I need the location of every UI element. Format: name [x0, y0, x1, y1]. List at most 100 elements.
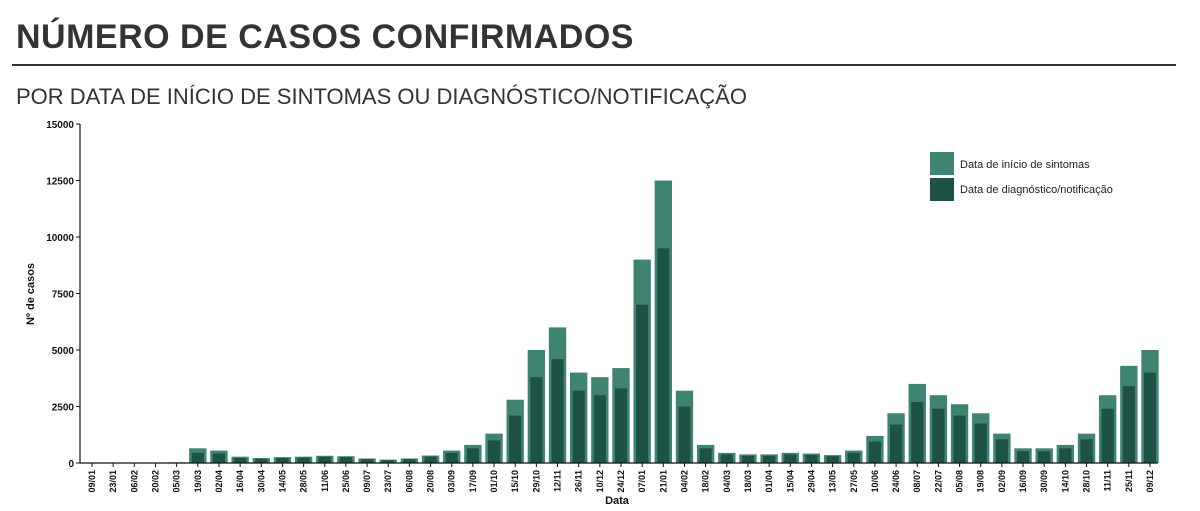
- y-axis-label: Nº de casos: [25, 263, 37, 325]
- bar-diagnosis-01/10: [487, 440, 501, 463]
- x-tick-label-04/03: 04/03: [722, 470, 732, 493]
- x-tick-label-09/01: 09/01: [87, 470, 97, 493]
- x-tick-label-01/10: 01/10: [489, 470, 499, 493]
- y-tick-label-10000: 10000: [46, 233, 74, 244]
- bar-diagnosis-20/08: [424, 456, 437, 463]
- x-tick-label-23/07: 23/07: [383, 470, 393, 493]
- bar-diagnosis-02/09: [995, 439, 1008, 463]
- legend: Data de início de sintomas Data de diagn…: [930, 152, 1113, 201]
- x-tick-label-05/08: 05/08: [955, 470, 965, 493]
- bar-diagnosis-19/03: [191, 452, 204, 463]
- bar-diagnosis-18/02: [699, 448, 712, 463]
- legend-swatch-diagnosis: [930, 178, 954, 201]
- x-tick-label-30/09: 30/09: [1039, 470, 1049, 493]
- y-tick-label-5000: 5000: [52, 346, 75, 357]
- x-tick-label-07/01: 07/01: [637, 470, 647, 493]
- x-tick-label-15/10: 15/10: [510, 470, 520, 493]
- bar-diagnosis-13/05: [826, 456, 839, 463]
- y-tick-label-12500: 12500: [46, 177, 74, 188]
- bar-diagnosis-15/10: [509, 415, 522, 463]
- bar-diagnosis-28/10: [1080, 439, 1093, 463]
- x-tick-label-13/05: 13/05: [828, 470, 838, 493]
- bar-diagnosis-29/04: [805, 455, 818, 463]
- x-tick-label-26/11: 26/11: [574, 470, 584, 492]
- bar-diagnosis-24/12: [614, 388, 628, 463]
- x-tick-label-01/04: 01/04: [764, 470, 774, 493]
- x-tick-label-21/01: 21/01: [658, 470, 668, 493]
- x-tick-label-29/04: 29/04: [806, 470, 816, 493]
- bar-diagnosis-27/05: [847, 452, 860, 463]
- x-tick-label-05/03: 05/03: [172, 470, 182, 493]
- bar-diagnosis-11/06: [318, 456, 331, 463]
- chart-title: NÚMERO DE CASOS CONFIRMADOS: [16, 18, 634, 56]
- bar-diagnosis-18/03: [741, 455, 755, 463]
- x-tick-label-04/02: 04/02: [679, 470, 689, 493]
- bar-diagnosis-10/06: [868, 441, 881, 463]
- x-tick-label-14/10: 14/10: [1060, 470, 1070, 493]
- bar-diagnosis-25/06: [339, 457, 352, 463]
- x-tick-label-28/05: 28/05: [299, 470, 309, 493]
- x-tick-label-18/03: 18/03: [743, 470, 753, 493]
- x-tick-label-25/11: 25/11: [1124, 470, 1134, 492]
- x-tick-label-18/02: 18/02: [701, 470, 711, 493]
- bar-diagnosis-12/11: [551, 359, 564, 463]
- bar-diagnosis-24/06: [890, 424, 903, 463]
- x-tick-label-06/08: 06/08: [404, 470, 414, 493]
- legend-swatch-symptoms: [930, 152, 954, 175]
- bar-diagnosis-05/08: [953, 415, 966, 463]
- legend-label-symptoms: Data de início de sintomas: [960, 159, 1090, 171]
- x-tick-label-08/07: 08/07: [912, 470, 922, 493]
- bar-diagnosis-14/05: [276, 458, 289, 463]
- x-axis: 09/01 23/01 06/02 20/02 05/03 19/03 02/04 16/04…: [80, 462, 1158, 493]
- bar-diagnosis-30/09: [1038, 451, 1051, 463]
- bar-diagnosis-10/12: [593, 395, 606, 463]
- x-tick-label-16/09: 16/09: [1018, 470, 1028, 493]
- x-tick-label-02/04: 02/04: [214, 470, 224, 493]
- x-tick-label-03/09: 03/09: [447, 470, 457, 493]
- y-tick-label-0: 0: [68, 459, 74, 470]
- y-tick-label-7500: 7500: [52, 290, 75, 301]
- x-axis-label: Data: [605, 495, 630, 507]
- x-tick-label-19/03: 19/03: [193, 470, 203, 493]
- bar-diagnosis-19/08: [974, 423, 987, 463]
- bar-diagnosis-14/10: [1059, 448, 1072, 463]
- bar-diagnosis-02/04: [212, 453, 226, 463]
- x-tick-label-06/02: 06/02: [129, 470, 139, 493]
- x-tick-label-11/06: 11/06: [320, 470, 330, 492]
- diagnosis-bars: [170, 248, 1157, 463]
- title-divider: [12, 64, 1176, 66]
- y-tick-label-15000: 15000: [46, 120, 74, 131]
- bar-diagnosis-30/04: [255, 458, 268, 463]
- bar-diagnosis-16/04: [234, 458, 247, 463]
- bar-diagnosis-29/10: [530, 377, 543, 463]
- x-tick-label-28/10: 28/10: [1082, 470, 1092, 493]
- bar-diagnosis-06/08: [403, 459, 416, 463]
- x-tick-label-11/11: 11/11: [1103, 470, 1113, 492]
- x-tick-label-09/07: 09/07: [362, 470, 372, 493]
- x-tick-label-24/06: 24/06: [891, 470, 901, 493]
- bar-diagnosis-08/07: [911, 401, 924, 463]
- x-tick-label-10/06: 10/06: [870, 470, 880, 493]
- x-tick-label-17/09: 17/09: [468, 470, 478, 493]
- bar-diagnosis-15/04: [784, 454, 797, 463]
- bar-diagnosis-09/12: [1143, 372, 1157, 463]
- bar-diagnosis-04/02: [678, 406, 691, 463]
- bar-diagnosis-17/09: [466, 448, 479, 463]
- x-tick-label-19/08: 19/08: [976, 470, 986, 493]
- x-tick-label-27/05: 27/05: [849, 470, 859, 493]
- x-tick-label-22/07: 22/07: [933, 470, 943, 493]
- x-tick-label-23/01: 23/01: [108, 470, 118, 493]
- bar-diagnosis-04/03: [720, 454, 733, 463]
- x-tick-label-02/09: 02/09: [997, 470, 1007, 493]
- x-tick-label-14/05: 14/05: [277, 470, 287, 493]
- x-tick-label-16/04: 16/04: [235, 470, 245, 493]
- x-tick-label-20/08: 20/08: [426, 470, 436, 493]
- bar-diagnosis-28/05: [297, 457, 310, 463]
- x-tick-label-20/02: 20/02: [150, 470, 160, 493]
- y-axis: 0 2500 5000 7500 10000 12500 15000: [46, 120, 81, 470]
- bar-diagnosis-03/09: [445, 452, 458, 463]
- bar-diagnosis-01/04: [763, 455, 776, 463]
- bar-diagnosis-26/11: [572, 390, 585, 463]
- y-tick-label-2500: 2500: [52, 403, 75, 414]
